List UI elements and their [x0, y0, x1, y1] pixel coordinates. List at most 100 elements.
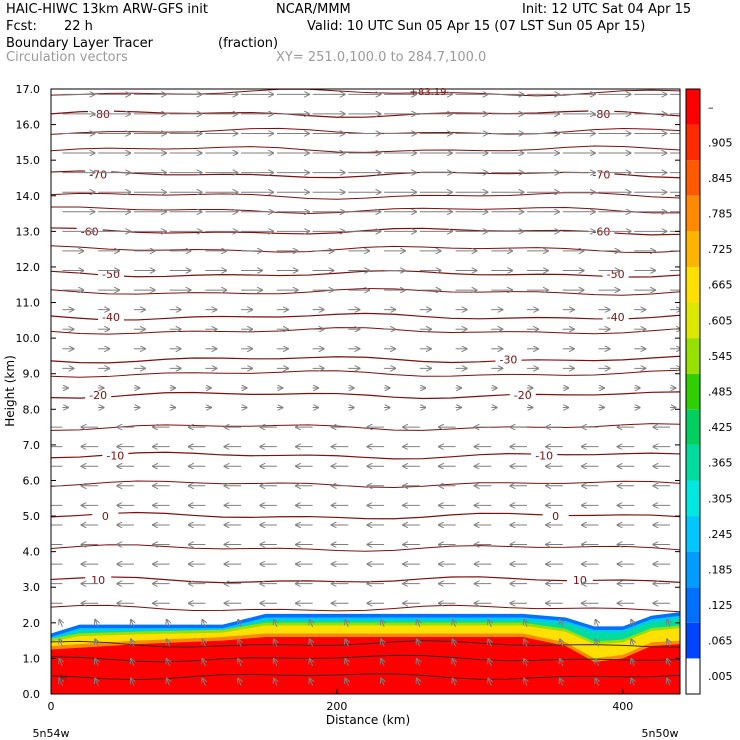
- isotherm--30: [51, 355, 680, 364]
- colorbar-swatch: [686, 587, 700, 623]
- circulation-vector: [596, 659, 599, 667]
- circulation-vector: [417, 679, 420, 686]
- colorbar-label: .185: [708, 563, 733, 576]
- colorbar-swatch: [686, 160, 700, 196]
- y-tick-label: 4.0: [23, 546, 41, 559]
- contour-line: [51, 287, 680, 296]
- y-tick-label: 3.0: [23, 581, 41, 594]
- isotherm--10: [51, 451, 680, 460]
- circulation-vector: [238, 639, 241, 647]
- circulation-vector: [310, 620, 313, 628]
- y-tick-label: 13.0: [16, 225, 41, 238]
- isotherm-label: 10: [91, 574, 105, 587]
- y-tick-label: 1.0: [23, 652, 41, 665]
- circulation-vector: [238, 659, 241, 667]
- contour-line: [51, 480, 680, 489]
- colorbar-swatch: [686, 89, 700, 125]
- plot-frame: [50, 88, 681, 695]
- isotherm-label: -30: [499, 353, 517, 366]
- circulation-vector: [453, 620, 456, 628]
- isotherm-label-bg: [602, 310, 629, 323]
- circulation-vector: [524, 639, 527, 647]
- circulation-vector: [453, 659, 456, 667]
- circulation-vector: [95, 679, 98, 686]
- contour-line: [51, 206, 680, 215]
- colorbar-label: .725: [708, 243, 733, 256]
- contour-line: [51, 604, 680, 613]
- colorbar-label: .125: [708, 599, 733, 612]
- colorbar-swatch: [686, 658, 700, 694]
- y-axis-label: Height (km): [3, 355, 17, 426]
- circulation-vector: [345, 659, 348, 667]
- colorbar-swatch: [686, 338, 700, 374]
- circulation-vector: [488, 679, 491, 686]
- circulation-vector: [167, 659, 170, 667]
- x-left-endpoint: 5n54w: [33, 727, 70, 740]
- isotherm-label: -10: [535, 450, 553, 463]
- contour-line: [51, 245, 680, 254]
- colorbar-label: .845: [708, 172, 733, 185]
- circulation-vector: [202, 620, 205, 628]
- colorbar-label: .425: [708, 421, 733, 434]
- isotherm--70: [51, 170, 680, 179]
- isotherm-label: -10: [106, 450, 124, 463]
- tracer-layer-6: [51, 637, 680, 694]
- circulation-vector: [238, 620, 241, 628]
- y-tick-label: 5.0: [23, 510, 41, 523]
- circulation-vector: [560, 679, 563, 686]
- colorbar-label: .485: [708, 386, 733, 399]
- circulation-vector: [560, 639, 563, 647]
- isotherm--50: [51, 269, 680, 278]
- isotherm-label-bg: [531, 449, 558, 462]
- circulation-vector: [417, 639, 420, 647]
- contour-line: [51, 654, 680, 663]
- colorbar-label: .365: [708, 457, 733, 470]
- circulation-vector: [202, 639, 205, 647]
- circulation-vector: [345, 620, 348, 628]
- circulation-vector: [488, 639, 491, 647]
- isotherm-label-bg: [495, 353, 522, 366]
- isotherm-label: -40: [102, 311, 120, 324]
- colorbar-swatch: [686, 480, 700, 517]
- circulation-vector: [381, 620, 384, 628]
- isotherm-label: -70: [89, 168, 107, 181]
- circulation-vector: [95, 639, 98, 647]
- colorbar-label: .665: [708, 279, 733, 292]
- y-tick-label: 11.0: [16, 297, 41, 310]
- isotherm-label: -40: [607, 311, 625, 324]
- fcst-value: 22 h: [64, 19, 93, 34]
- init-time: Init: 12 UTC Sat 04 Apr 15: [522, 2, 692, 17]
- circulation-vector: [596, 679, 599, 686]
- isotherm-label: 0: [552, 510, 559, 523]
- circulation-vector: [667, 620, 670, 628]
- circulation-vector: [345, 639, 348, 647]
- circulation-vector: [667, 639, 670, 647]
- colorbar-swatch: [686, 444, 700, 481]
- isotherm-label: -20: [89, 389, 107, 402]
- colorbar-swatch: [686, 266, 700, 303]
- circulation-vector: [310, 659, 313, 667]
- y-tick-label: 6.0: [23, 474, 41, 487]
- axes: 0.0 1.0 2.0 3.0 4.0 5.0 6.0 7.0 8.0 9.0 10.0 11.0 12…: [16, 83, 680, 713]
- colorbar-frame: [685, 88, 701, 695]
- circulation-vector: [667, 659, 670, 667]
- circulation-vector: [167, 679, 170, 686]
- circulation-vector: [202, 659, 205, 667]
- isotherm-label-bg: [102, 449, 129, 462]
- colorbar-label: .005: [708, 670, 733, 683]
- model-title: HAIC-HIWC 13km ARW-GFS init: [6, 2, 208, 17]
- circulation-vector: [59, 620, 62, 628]
- colorbar-swatch: [686, 195, 700, 232]
- circulation-vector: [631, 620, 634, 628]
- circulation-vector: [381, 679, 384, 686]
- isotherm-label: -20: [514, 389, 532, 402]
- circulation-vector: [417, 620, 420, 628]
- fcst-label: Fcst:: [6, 19, 37, 34]
- isotherm-label-bg: [602, 268, 629, 281]
- surface-high-label: H: [60, 674, 68, 685]
- colorbar-label: .545: [708, 350, 733, 363]
- circulation-vector: [560, 659, 563, 667]
- colorbar-label: .065: [708, 635, 733, 648]
- isotherm-label-bg: [92, 510, 119, 523]
- isotherm-label: -70: [592, 168, 610, 181]
